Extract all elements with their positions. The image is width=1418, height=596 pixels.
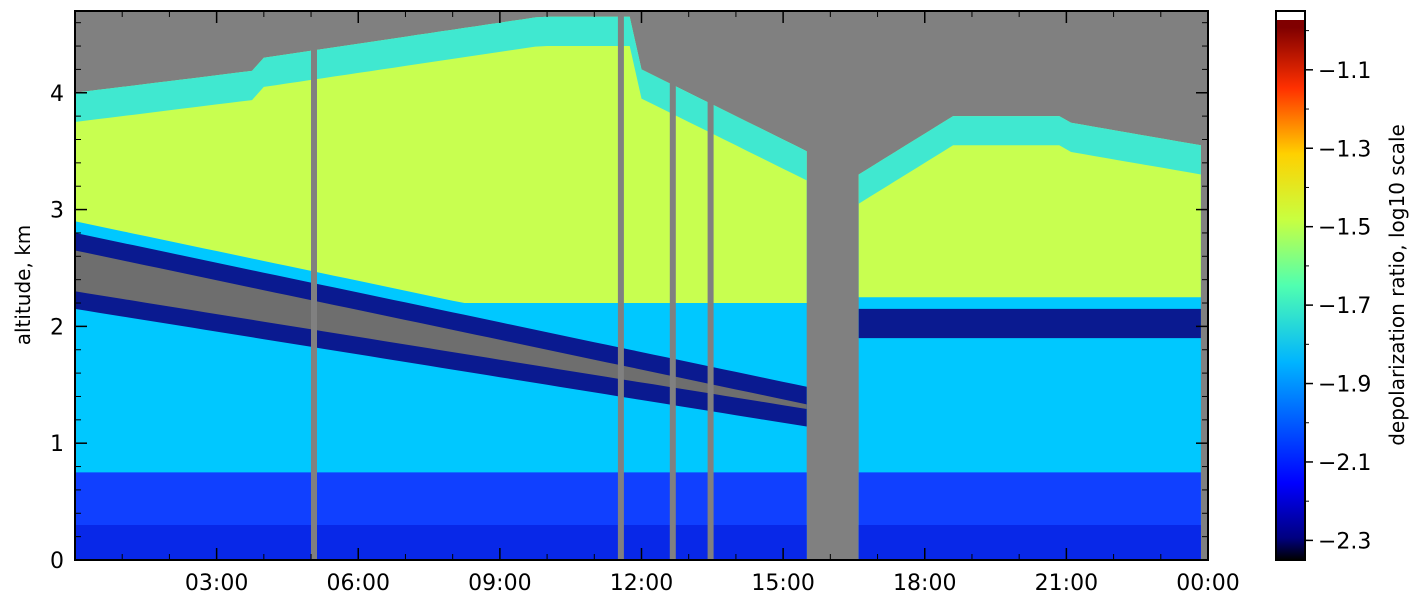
y-tick-label: 2 xyxy=(50,315,64,340)
colorbar-tick-label: −2.3 xyxy=(1318,529,1371,554)
x-tick-label: 18:00 xyxy=(893,571,956,596)
colorbar-tick-label: −2.1 xyxy=(1318,451,1371,476)
x-tick-label: 09:00 xyxy=(468,571,531,596)
colorbar-tick-label: −1.5 xyxy=(1318,216,1371,241)
low-depol-band xyxy=(858,308,1201,339)
colorbar-tick-label: −1.3 xyxy=(1318,137,1371,162)
colorbar-title: depolarization ratio, log10 scale xyxy=(1385,124,1409,446)
aerosol-layer-edge xyxy=(75,16,807,181)
plot-area xyxy=(75,11,1208,560)
x-tick-label: 06:00 xyxy=(327,571,390,596)
x-tick-label: 15:00 xyxy=(751,571,814,596)
colorbar-ticks: −1.1 −1.3 −1.5 −1.7 −1.9 −2.1 −2.3 xyxy=(1305,30,1371,554)
colorbar: −1.1 −1.3 −1.5 −1.7 −1.9 −2.1 −2.3 depolarizat… xyxy=(1275,10,1409,561)
y-tick-label: 1 xyxy=(50,432,64,457)
x-tick-label: 12:00 xyxy=(610,571,673,596)
colorbar-gradient xyxy=(1276,11,1305,560)
y-tick-label: 3 xyxy=(50,199,64,224)
no-data-stripe xyxy=(707,11,714,560)
colorbar-overflow xyxy=(1276,11,1305,20)
no-data-stripe xyxy=(669,11,676,560)
y-axis-title: altitude, km xyxy=(11,225,35,346)
no-data-stripe xyxy=(617,11,624,560)
heatmap-field xyxy=(75,11,1201,560)
aerosol-layer xyxy=(858,116,1201,298)
colorbar-frame xyxy=(1275,10,1306,561)
aerosol-layer-edge xyxy=(858,116,1201,204)
x-tick-label: 00:00 xyxy=(1176,571,1239,596)
surface-layer-bottom xyxy=(75,525,807,560)
x-tick-label: 03:00 xyxy=(185,571,248,596)
surface-layer-bottom xyxy=(858,525,1201,560)
x-axis: 03:00 06:00 09:00 12:00 15:00 18:00 21:00 00:00 xyxy=(121,11,1240,596)
colorbar-tick-label: −1.1 xyxy=(1318,59,1371,84)
no-data-stripe xyxy=(311,11,317,560)
x-tick-label: 21:00 xyxy=(1035,571,1098,596)
y-tick-label: 4 xyxy=(50,82,64,107)
colorbar-tick-label: −1.9 xyxy=(1318,373,1371,398)
y-tick-label: 0 xyxy=(50,549,64,574)
colorbar-tick-label: −1.7 xyxy=(1318,294,1371,319)
y-axis: 0 1 2 3 4 xyxy=(50,22,1208,574)
